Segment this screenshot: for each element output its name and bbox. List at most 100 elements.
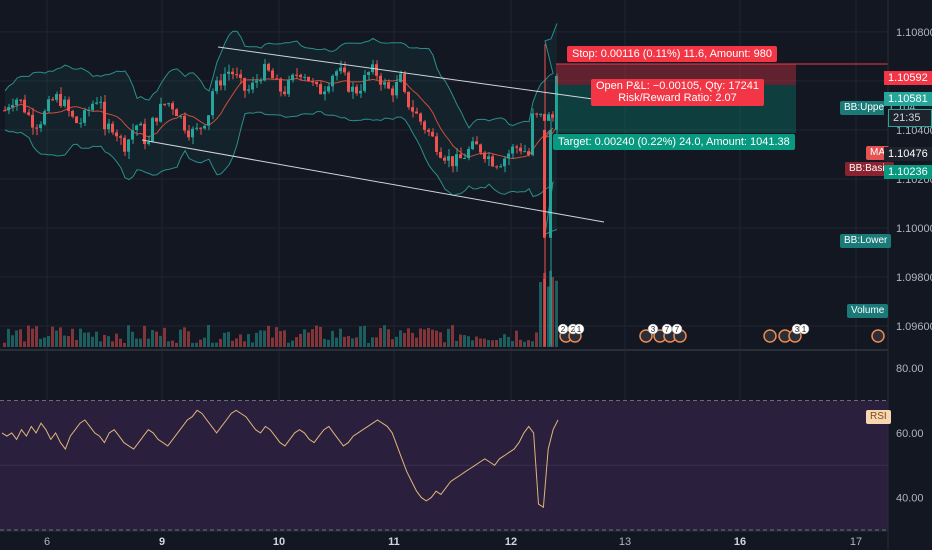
volume-bar (547, 286, 550, 347)
volume-bar (451, 325, 454, 347)
candle-body (27, 112, 30, 115)
time-tick: 9 (159, 536, 165, 548)
bb-basis-line (4, 77, 558, 160)
candle-body (443, 157, 446, 161)
candle-body (351, 86, 354, 92)
candle-body (151, 117, 154, 143)
candle-body (167, 103, 170, 105)
candle-body (91, 103, 94, 110)
volume-bar (11, 335, 14, 347)
volume-bar (295, 337, 298, 347)
candle-body (291, 74, 294, 81)
candle-body (31, 114, 34, 128)
volume-bar (163, 327, 166, 347)
trend-lines[interactable] (141, 46, 605, 223)
volume-bar (399, 330, 402, 347)
candle-body (355, 86, 358, 94)
volume-bar (555, 280, 558, 347)
target-label[interactable]: Target: 0.00240 (0.22%) 24.0, Amount: 10… (553, 134, 795, 150)
volume-bar (299, 333, 302, 347)
countdown-label: 21:35 (888, 109, 932, 127)
volume-bar (131, 331, 134, 347)
stop-label[interactable]: Stop: 0.00116 (0.11%) 11.6, Amount: 980 (567, 46, 777, 62)
candle-body (491, 156, 494, 167)
candle-body (215, 80, 218, 92)
volume-bar (187, 331, 190, 347)
candle-body (127, 139, 130, 152)
rsi-pane (0, 349, 888, 531)
candle-body (315, 81, 318, 85)
bb-upper-line (4, 23, 558, 129)
volume-bar (63, 335, 66, 347)
candle-body (131, 130, 134, 140)
volume-bar (27, 325, 30, 347)
volume-bar (351, 338, 354, 347)
volume-bar (111, 341, 114, 347)
rsi-tick: 40.00 (896, 493, 924, 505)
candle-body (439, 151, 442, 158)
volume-bar (227, 332, 230, 347)
volume-bar (51, 326, 54, 347)
volume-bar (59, 327, 62, 347)
volume-bar (527, 340, 530, 347)
volume-bar (223, 332, 226, 347)
volume-bar (327, 339, 330, 347)
volume-bar (415, 337, 418, 347)
candle-body (135, 125, 138, 131)
candle-body (15, 99, 18, 106)
volume-bar (379, 328, 382, 347)
candle-body (379, 75, 382, 85)
bb-upper-tag: BB:Upper (840, 101, 892, 115)
candle-body (551, 114, 554, 118)
candle-body (223, 73, 226, 86)
candle-body (267, 63, 270, 71)
candle-body (335, 71, 338, 76)
volume-bar (151, 329, 154, 347)
volume-bar (519, 339, 522, 347)
candle-body (479, 144, 482, 153)
event-badge (573, 323, 585, 335)
volume-bar (535, 332, 538, 347)
volume-bar (487, 340, 490, 347)
candle-body (175, 109, 178, 117)
volume-bar (15, 330, 18, 347)
volume-bar (307, 332, 310, 347)
rsi-tag: RSI (866, 410, 891, 424)
candle-body (259, 80, 262, 82)
candle-body (527, 151, 530, 155)
lower-trendline (141, 139, 605, 223)
candle-body (287, 80, 290, 95)
candle-body (547, 114, 550, 121)
candle-body (519, 147, 522, 152)
event-badge (647, 323, 659, 335)
volume-bar (311, 329, 314, 347)
candle-body (227, 71, 230, 74)
candle-body (499, 166, 502, 168)
volume-bar (523, 341, 526, 347)
volume-bar (503, 334, 506, 347)
pane-divider (0, 349, 888, 351)
candle-body (423, 121, 426, 130)
pnl-label[interactable]: Open P&L: −0.00105, Qty: 17241 Risk/Rewa… (591, 79, 764, 106)
volume-bar (171, 340, 174, 347)
rsi-tick: 60.00 (896, 428, 924, 440)
volume-bar (243, 341, 246, 347)
volume-bar (339, 328, 342, 347)
candle-body (11, 105, 14, 108)
volume-bar (419, 328, 422, 347)
volume-bar (551, 277, 554, 347)
volume-bar (471, 340, 474, 347)
price-label-last: 1.10581 (884, 92, 932, 106)
volume-bar (263, 330, 266, 347)
volume-bar (67, 336, 70, 347)
candle-body (203, 125, 206, 129)
volume-bar (247, 334, 250, 347)
volume-bar (367, 342, 370, 347)
volume-bar (323, 338, 326, 347)
candle-body (275, 78, 278, 80)
volume-bar (335, 337, 338, 347)
volume-bar (35, 326, 38, 347)
candle-body (549, 129, 552, 238)
